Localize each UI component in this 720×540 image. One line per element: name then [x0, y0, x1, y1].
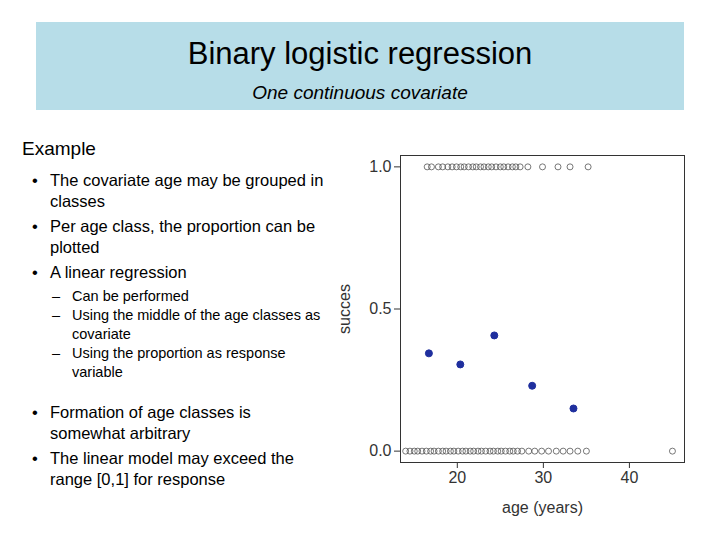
html-text:Binary logistic regression: Binary logistic regression — [187, 36, 533, 71]
html-text:Using the proportion as respon: Using the proportion as response variabl… — [72, 345, 286, 380]
html-text:The linear model may exceed th: The linear model may exceed the range [0… — [50, 449, 294, 488]
html-text:Example: Example — [22, 138, 96, 159]
html-text:Per age class, the proportion: Per age class, the proportion can be plo… — [50, 217, 316, 256]
svg-text:0.0: 0.0 — [369, 442, 391, 459]
svg-text:age (years): age (years) — [502, 499, 583, 516]
html-text:Formation of age classes is so: Formation of age classes is somewhat arb… — [50, 403, 251, 442]
html-text:One continuous covariate: One continuous covariate — [252, 82, 468, 103]
svg-text:40: 40 — [621, 469, 639, 486]
svg-text:30: 30 — [534, 469, 552, 486]
svg-text:succes: succes — [336, 284, 353, 334]
html-text:Can be performed: Can be performed — [72, 288, 189, 304]
svg-text:20: 20 — [448, 469, 466, 486]
html-text:Using the middle of the age cl: Using the middle of the age classes as c… — [72, 307, 321, 342]
html-text:A linear regression: A linear regression — [50, 263, 187, 281]
svg-text:0.5: 0.5 — [369, 300, 391, 317]
html-text:The covariate age may be group: The covariate age may be grouped in clas… — [50, 171, 324, 210]
svg-text:1.0: 1.0 — [369, 158, 391, 175]
